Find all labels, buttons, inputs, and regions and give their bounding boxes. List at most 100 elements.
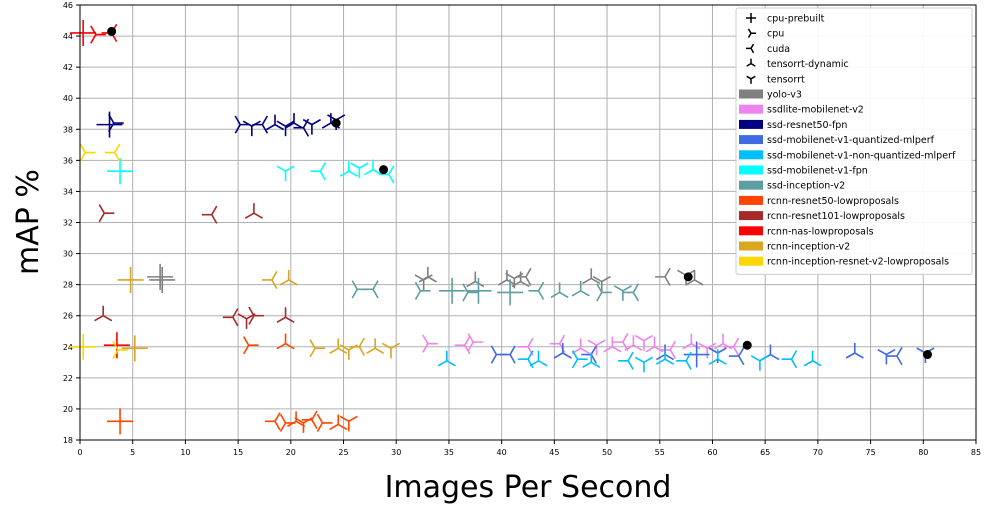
- data-point: [603, 336, 622, 353]
- data-point: [261, 270, 278, 290]
- y-tick-label: 34: [63, 187, 73, 196]
- data-point: [685, 269, 704, 286]
- legend-box: [735, 7, 973, 275]
- data-point: [310, 162, 327, 181]
- highlight-point: [107, 26, 117, 36]
- data-point: [70, 333, 97, 360]
- x-tick-label: 0: [77, 448, 82, 457]
- data-point: [363, 280, 379, 299]
- data-point: [655, 267, 671, 286]
- data-point: [596, 283, 612, 302]
- data-point: [329, 414, 348, 431]
- data-point: [465, 277, 492, 304]
- data-point: [302, 118, 321, 135]
- legend-entry: ssd-mobilenet-v1-non-quantized-mlperf: [767, 150, 956, 161]
- data-point: [108, 114, 124, 133]
- x-tick-label: 60: [707, 448, 717, 457]
- legend-swatch: [739, 135, 763, 145]
- highlight-point: [331, 118, 341, 128]
- data-point: [107, 408, 134, 435]
- highlight-point: [742, 340, 752, 350]
- data-point: [79, 143, 96, 162]
- data-point: [437, 350, 456, 367]
- data-point: [505, 272, 524, 289]
- data-point: [316, 413, 333, 432]
- x-tick-label: 35: [444, 448, 454, 457]
- data-point: [248, 306, 264, 325]
- highlight-point: [923, 350, 933, 360]
- x-tick-label: 85: [971, 448, 981, 457]
- data-point: [553, 343, 572, 359]
- axis-ticks: 0 5 10 15 20 25 30 35 40 45 50 55 60 65 70 75 80 85 18 20 22…: [63, 1, 981, 457]
- x-tick-label: 5: [130, 448, 135, 457]
- data-point: [467, 333, 484, 352]
- data-point: [454, 336, 471, 355]
- legend-entry: ssd-resnet50-fpn: [767, 120, 847, 131]
- legend-swatch: [739, 226, 763, 236]
- legend-marker-tri-up: [746, 58, 756, 67]
- data-point: [618, 351, 634, 370]
- y-tick-label: 46: [63, 1, 73, 10]
- data-point: [439, 277, 466, 304]
- data-point: [581, 345, 597, 364]
- data-point: [107, 158, 134, 185]
- data-point: [149, 266, 176, 293]
- legend-entry: rcnn-nas-lowproposals: [767, 226, 874, 237]
- data-point: [613, 285, 632, 301]
- legend-swatch: [739, 150, 763, 160]
- data-point: [252, 115, 269, 134]
- y-tick-label: 28: [63, 281, 73, 290]
- data-point: [655, 349, 675, 365]
- legend-entry: ssd-inception-v2: [767, 181, 845, 192]
- x-tick-label: 55: [655, 448, 665, 457]
- data-point: [103, 332, 130, 359]
- data-point: [339, 161, 358, 177]
- legend: cpu-prebuilt cpu cuda tensorrt-dynamic tenso…: [735, 7, 973, 275]
- legend-swatch: [739, 89, 763, 99]
- data-point: [571, 280, 590, 297]
- legend-swatch: [739, 119, 763, 129]
- highlight-point: [683, 272, 693, 282]
- data-point: [682, 333, 701, 350]
- legend-swatch: [739, 256, 763, 266]
- data-point: [276, 307, 295, 323]
- data-point: [781, 350, 798, 369]
- x-tick-label: 70: [813, 448, 823, 457]
- data-point: [750, 355, 769, 371]
- data-point: [309, 339, 326, 358]
- data-point: [845, 343, 864, 359]
- data-point: [414, 274, 433, 290]
- y-tick-label: 44: [63, 32, 73, 41]
- plot-frame: [79, 4, 977, 441]
- data-point: [623, 283, 640, 302]
- data-point: [244, 203, 263, 219]
- legend-entry: cuda: [767, 44, 790, 55]
- data-point: [592, 275, 611, 292]
- data-point: [104, 143, 121, 162]
- y-tick-label: 30: [63, 250, 73, 259]
- data-point: [349, 337, 366, 356]
- data-point: [728, 347, 745, 366]
- data-point: [329, 338, 348, 355]
- legend-entry: rcnn-inception-v2: [767, 242, 850, 253]
- legend-entry: ssd-mobilenet-v1-fpn: [767, 166, 868, 177]
- legend-entry: yolo-v3: [767, 90, 802, 101]
- highlight-points: [107, 26, 933, 360]
- y-tick-label: 42: [63, 63, 73, 72]
- data-point: [515, 267, 532, 286]
- y-tick-label: 18: [63, 436, 73, 445]
- y-tick-label: 26: [63, 312, 73, 321]
- data-point: [222, 308, 239, 327]
- data-point: [518, 337, 534, 356]
- data-point: [500, 345, 516, 364]
- x-tick-label: 25: [338, 448, 348, 457]
- y-tick-label: 24: [63, 343, 73, 352]
- x-tick-label: 65: [760, 448, 770, 457]
- data-point: [708, 349, 727, 365]
- data-point: [528, 281, 545, 300]
- data-point: [276, 165, 295, 182]
- data-point: [201, 205, 218, 224]
- data-point: [550, 282, 569, 299]
- x-tick-label: 45: [549, 448, 559, 457]
